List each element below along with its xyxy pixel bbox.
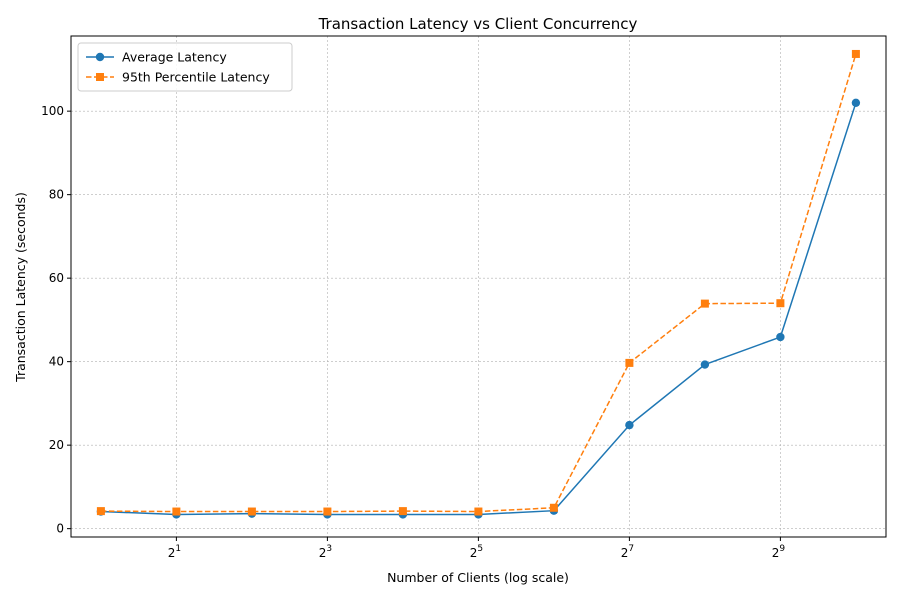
legend-marker <box>96 73 104 81</box>
data-point <box>247 507 256 516</box>
data-point <box>851 49 860 58</box>
series-p95-latency <box>96 49 860 516</box>
data-point <box>323 507 332 516</box>
data-point <box>700 299 709 308</box>
legend-label: Average Latency <box>122 50 227 65</box>
legend-marker <box>95 52 105 62</box>
x-axis: 21 23 25 27 29 <box>168 537 786 560</box>
series-line <box>100 53 857 513</box>
y-tick-label: 80 <box>49 188 64 202</box>
data-point <box>398 507 407 516</box>
y-tick-label: 40 <box>49 355 64 369</box>
data-point <box>549 503 558 512</box>
x-tick-label: 29 <box>772 544 786 560</box>
data-point <box>172 507 181 516</box>
y-tick-label: 60 <box>49 271 64 285</box>
y-tick-label: 0 <box>56 522 64 536</box>
legend-box <box>77 42 293 92</box>
data-point <box>851 98 861 108</box>
x-tick-label: 21 <box>168 544 181 560</box>
legend-label: 95th Percentile Latency <box>122 70 270 85</box>
data-point <box>776 299 785 308</box>
y-tick-label: 20 <box>49 438 64 452</box>
data-point <box>700 360 710 369</box>
legend: Average Latency 95th Percentile Latency <box>77 42 293 92</box>
y-tick-label: 100 <box>41 104 64 118</box>
grid-lines <box>71 36 886 537</box>
data-point <box>96 507 105 516</box>
x-tick-label: 27 <box>621 544 634 560</box>
data-point <box>625 420 634 430</box>
series-layer <box>96 49 861 519</box>
data-point <box>625 358 634 367</box>
data-point <box>474 507 483 516</box>
y-axis-label: Transaction Latency (seconds) <box>13 192 28 383</box>
x-axis-label: Number of Clients (log scale) <box>387 570 569 585</box>
data-point <box>776 332 785 342</box>
y-axis: 0 20 40 60 80 100 <box>41 104 71 536</box>
chart-title: Transaction Latency vs Client Concurrenc… <box>318 15 638 33</box>
x-tick-label: 23 <box>319 544 332 560</box>
x-tick-label: 25 <box>470 544 483 560</box>
